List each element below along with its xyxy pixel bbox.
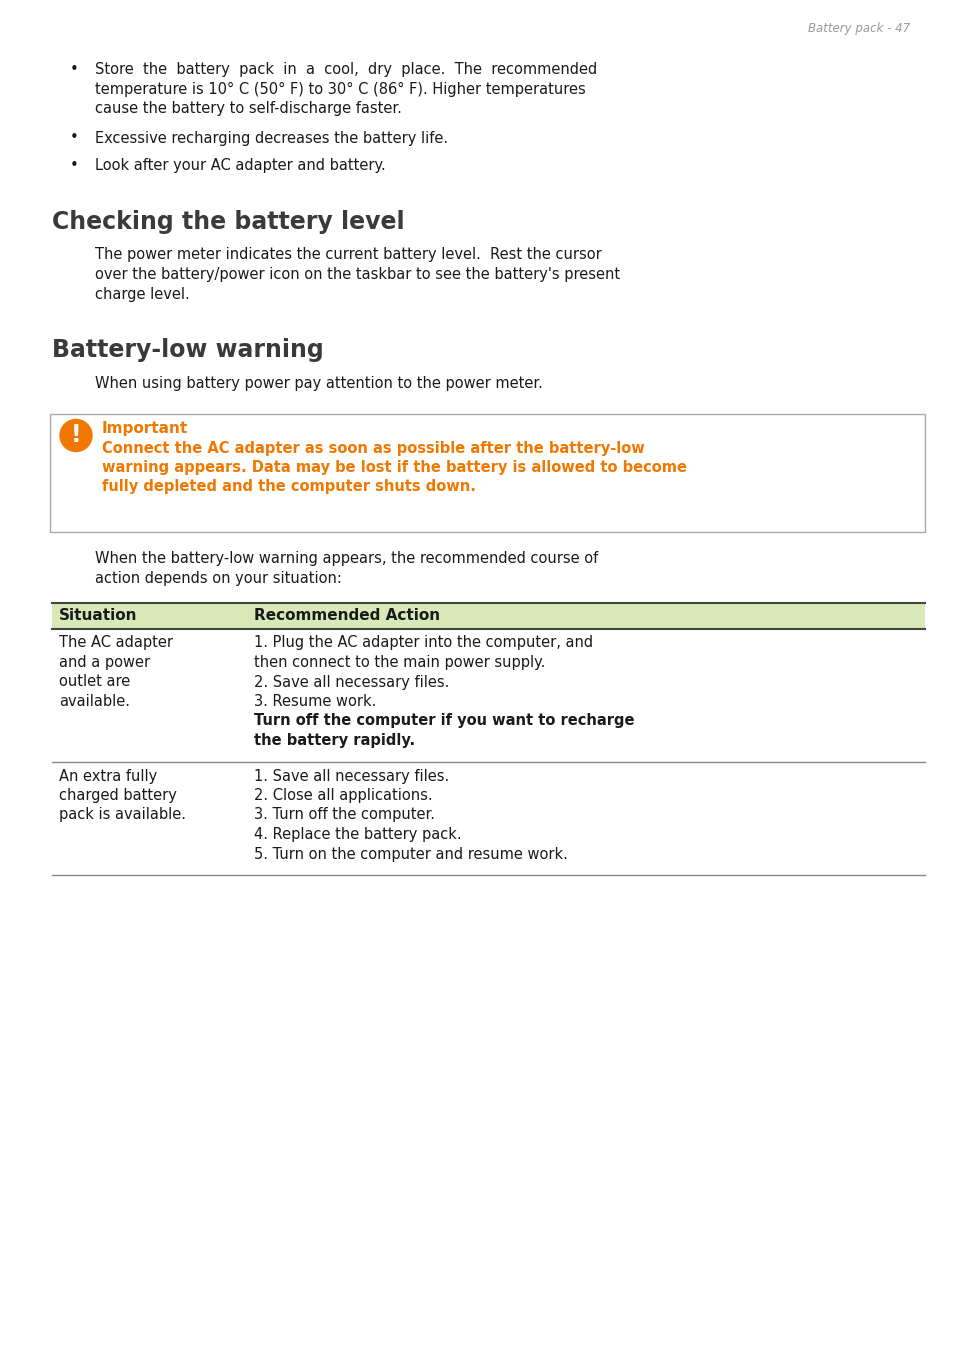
Text: 1. Save all necessary files.: 1. Save all necessary files. xyxy=(253,768,449,784)
Text: then connect to the main power supply.: then connect to the main power supply. xyxy=(253,654,545,671)
Text: action depends on your situation:: action depends on your situation: xyxy=(95,571,341,585)
Text: Excessive recharging decreases the battery life.: Excessive recharging decreases the batte… xyxy=(95,131,448,146)
Text: •: • xyxy=(70,131,79,146)
Text: warning appears. Data may be lost if the battery is allowed to become: warning appears. Data may be lost if the… xyxy=(102,460,686,475)
Text: cause the battery to self-discharge faster.: cause the battery to self-discharge fast… xyxy=(95,101,401,116)
Text: 3. Turn off the computer.: 3. Turn off the computer. xyxy=(253,807,435,822)
Text: outlet are: outlet are xyxy=(59,675,131,690)
Text: Store  the  battery  pack  in  a  cool,  dry  place.  The  recommended: Store the battery pack in a cool, dry pl… xyxy=(95,62,597,77)
Text: 5. Turn on the computer and resume work.: 5. Turn on the computer and resume work. xyxy=(253,846,567,861)
Circle shape xyxy=(60,419,91,452)
Text: 3. Resume work.: 3. Resume work. xyxy=(253,694,376,708)
Text: !: ! xyxy=(71,423,81,448)
Text: •: • xyxy=(70,158,79,173)
Text: When the battery-low warning appears, the recommended course of: When the battery-low warning appears, th… xyxy=(95,552,598,566)
Text: An extra fully: An extra fully xyxy=(59,768,157,784)
Text: Connect the AC adapter as soon as possible after the battery-low: Connect the AC adapter as soon as possib… xyxy=(102,441,644,456)
Text: 4. Replace the battery pack.: 4. Replace the battery pack. xyxy=(253,827,461,842)
Text: 2. Close all applications.: 2. Close all applications. xyxy=(253,788,432,803)
Text: Turn off the computer if you want to recharge: Turn off the computer if you want to rec… xyxy=(253,714,634,729)
FancyBboxPatch shape xyxy=(52,603,924,629)
Text: 2. Save all necessary files.: 2. Save all necessary files. xyxy=(253,675,449,690)
Text: 1. Plug the AC adapter into the computer, and: 1. Plug the AC adapter into the computer… xyxy=(253,635,593,650)
Text: and a power: and a power xyxy=(59,654,150,671)
Text: pack is available.: pack is available. xyxy=(59,807,186,822)
Text: charged battery: charged battery xyxy=(59,788,176,803)
Text: over the battery/power icon on the taskbar to see the battery's present: over the battery/power icon on the taskb… xyxy=(95,266,619,283)
Text: •: • xyxy=(70,62,79,77)
Text: Battery-low warning: Battery-low warning xyxy=(52,338,323,362)
Text: Important: Important xyxy=(102,422,188,437)
Text: Checking the battery level: Checking the battery level xyxy=(52,210,404,234)
Text: fully depleted and the computer shuts down.: fully depleted and the computer shuts do… xyxy=(102,480,476,495)
FancyBboxPatch shape xyxy=(50,414,924,531)
Text: the battery rapidly.: the battery rapidly. xyxy=(253,733,415,748)
Text: available.: available. xyxy=(59,694,130,708)
Text: The AC adapter: The AC adapter xyxy=(59,635,172,650)
Text: Battery pack - 47: Battery pack - 47 xyxy=(807,22,909,35)
Text: Situation: Situation xyxy=(59,607,137,622)
Text: The power meter indicates the current battery level.  Rest the cursor: The power meter indicates the current ba… xyxy=(95,247,601,262)
Text: When using battery power pay attention to the power meter.: When using battery power pay attention t… xyxy=(95,376,542,391)
Text: Look after your AC adapter and battery.: Look after your AC adapter and battery. xyxy=(95,158,385,173)
Text: Recommended Action: Recommended Action xyxy=(253,607,439,622)
Text: charge level.: charge level. xyxy=(95,287,190,301)
Text: temperature is 10° C (50° F) to 30° C (86° F). Higher temperatures: temperature is 10° C (50° F) to 30° C (8… xyxy=(95,81,585,96)
